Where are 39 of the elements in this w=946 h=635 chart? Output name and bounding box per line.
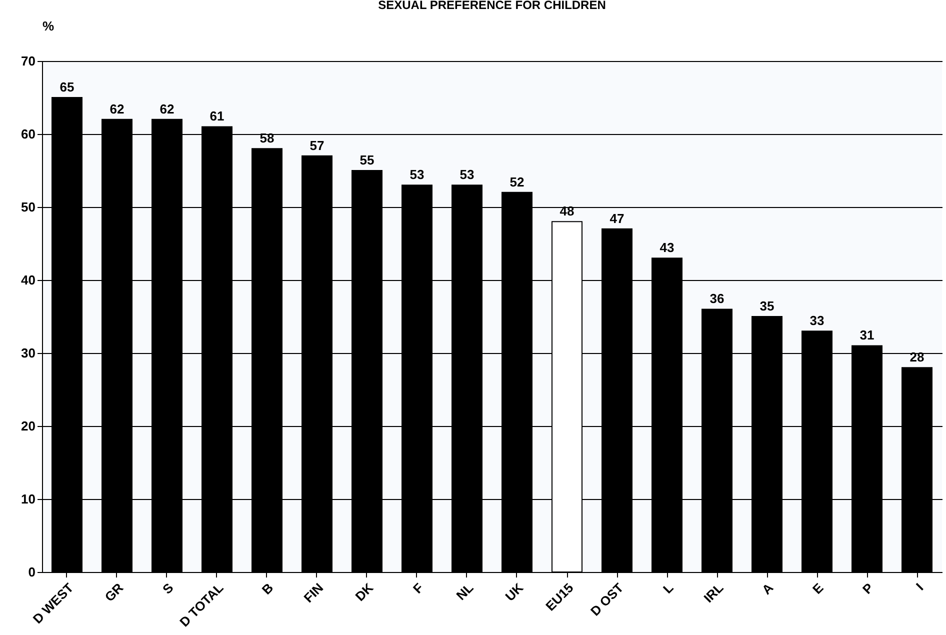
x-tick-label: IRL [700,580,726,606]
data-label: 33 [810,313,824,328]
x-tick-label: GR [102,580,127,604]
data-label: 53 [410,167,424,182]
y-tick-label: 10 [21,492,36,506]
x-tick-label: F [410,580,426,596]
y-tick-label: 40 [21,272,36,288]
data-label: 62 [110,101,124,116]
y-tick-label: 0 [28,564,36,580]
data-label: 47 [610,210,624,226]
x-tick-label: DK [352,580,377,604]
y-axis-title: % [42,18,54,34]
x-tick-label: A [758,580,777,598]
y-tick-label: 20 [21,418,36,434]
x-tick-label: S [159,580,176,597]
x-tick-label: L [660,580,676,596]
y-tick-label: 60 [21,126,36,142]
x-tick-label: NL [453,580,476,603]
data-label: 62 [160,101,174,116]
x-tick-label: FIN [300,580,326,606]
x-tick-label: B [258,580,276,598]
data-label: 53 [460,167,474,182]
chart-title: SEXUAL PREFERENCE FOR CHILDREN [378,0,606,12]
data-label: 31 [860,328,874,343]
x-tick-label: UK [502,580,527,604]
x-tick-label: E [809,580,826,597]
y-tick-label: 30 [21,346,36,360]
y-tick-label: 50 [21,200,36,214]
data-label: 43 [660,240,674,256]
data-label: 61 [210,108,224,124]
x-tick-label: I [913,580,926,594]
data-label: 57 [310,138,324,153]
data-label: 52 [510,174,524,190]
data-label: 55 [360,152,374,168]
data-label: 36 [710,291,724,306]
data-label: 35 [760,298,774,314]
data-label: 65 [60,80,74,94]
x-tick-label: P [859,580,876,597]
y-tick-label: 70 [21,54,36,68]
